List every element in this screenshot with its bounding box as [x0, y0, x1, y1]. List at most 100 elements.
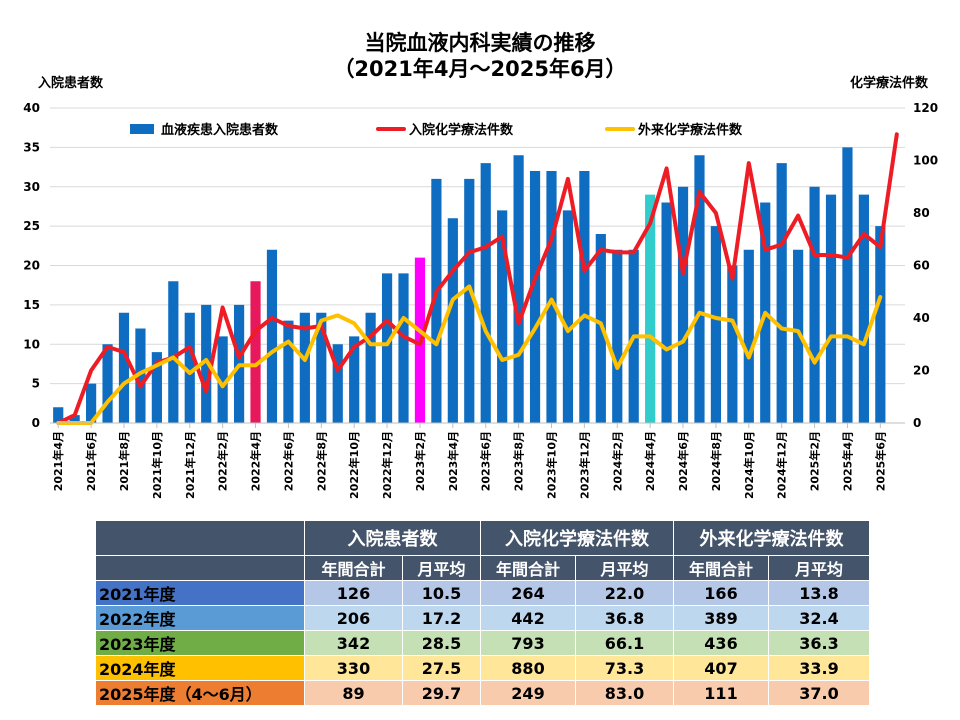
- bar: [776, 163, 787, 423]
- summary-subheader: 年間合計: [480, 555, 576, 581]
- summary-group-header: 入院患者数: [304, 520, 481, 556]
- summary-corner: [95, 520, 305, 556]
- bar: [283, 320, 294, 423]
- summary-subheader: 月平均: [575, 555, 674, 581]
- outpatient-chemo-line: [56, 284, 883, 425]
- x-tick-label: 2022年4月: [249, 431, 263, 491]
- summary-cell: 111: [673, 680, 769, 706]
- x-tick-label: 2022年2月: [216, 431, 230, 491]
- summary-row: 2025年度（4～6月） 89 29.7 249 83.0 111 37.0: [95, 680, 870, 706]
- bar: [447, 218, 458, 423]
- summary-cell: 264: [480, 580, 576, 606]
- y-left-tick-label: 0: [32, 416, 40, 430]
- bar: [118, 312, 130, 423]
- x-tick-label: 2024年4月: [643, 431, 657, 491]
- bar: [825, 194, 837, 423]
- bar: [332, 344, 343, 423]
- bar: [381, 273, 393, 423]
- summary-cell: 389: [673, 605, 769, 631]
- summary-row: 2022年度 206 17.2 442 36.8 389 32.4: [95, 605, 870, 631]
- bar: [743, 249, 754, 423]
- summary-subheader: 月平均: [402, 555, 481, 581]
- y-axis-right-label: 化学療法件数: [849, 76, 928, 91]
- inpatient-chemo-line: [56, 132, 899, 425]
- summary-cell: 29.7: [402, 680, 481, 706]
- x-tick-label: 2022年8月: [314, 431, 328, 491]
- x-tick-label: 2021年12月: [183, 431, 197, 499]
- legend: 血液疾患入院患者数 入院化学療法件数 外来化学療法件数: [130, 122, 743, 138]
- x-tick-label: 2021年4月: [51, 431, 65, 491]
- summary-cell: 73.3: [575, 655, 674, 681]
- summary-cell: 342: [304, 630, 403, 656]
- bar: [316, 312, 327, 423]
- bar: [529, 171, 541, 423]
- summary-cell: 33.9: [768, 655, 870, 681]
- summary-cell: 66.1: [575, 630, 674, 656]
- bar: [612, 249, 623, 423]
- bar: [168, 281, 179, 423]
- y-left-tick-label: 10: [23, 337, 40, 351]
- bar: [69, 415, 80, 423]
- x-tick-label: 2024年10月: [742, 431, 756, 499]
- bar: [102, 344, 113, 423]
- bar: [677, 186, 689, 423]
- summary-cell: 126: [304, 580, 403, 606]
- summary-cell: 330: [304, 655, 403, 681]
- bar: [645, 194, 656, 423]
- chart-title-line1: 当院血液内科実績の推移: [364, 31, 596, 55]
- y-right-tick-label: 80: [913, 206, 930, 220]
- bar: [562, 210, 574, 423]
- bar: [875, 226, 886, 423]
- x-tick-label: 2021年6月: [84, 431, 98, 491]
- summary-cell: 442: [480, 605, 576, 631]
- summary-body: 2021年度 126 10.5 264 22.0 166 13.8 2022年度 206 17.2…: [95, 580, 870, 706]
- summary-row-label: 2021年度: [95, 580, 305, 606]
- y-left-tick-label: 30: [23, 180, 40, 194]
- bar: [201, 304, 212, 423]
- x-tick-label: 2025年4月: [841, 431, 855, 491]
- summary-cell: 407: [673, 655, 769, 681]
- axes: 0 5 10 15 20 25 30 35 40 0 20 40 60 80 100 120 2021年4月 20…: [23, 101, 938, 499]
- summary-row-label: 2024年度: [95, 655, 305, 681]
- bar: [217, 336, 228, 423]
- x-tick-label: 2023年8月: [512, 431, 526, 491]
- bar: [365, 312, 376, 423]
- y-left-tick-label: 35: [23, 140, 40, 154]
- summary-cell: 436: [673, 630, 769, 656]
- y-left-tick-label: 40: [23, 101, 40, 115]
- summary-cell: 880: [480, 655, 576, 681]
- summary-row: 2021年度 126 10.5 264 22.0 166 13.8: [95, 580, 870, 606]
- summary-cell: 36.8: [575, 605, 674, 631]
- bar: [135, 328, 146, 423]
- bar: [793, 249, 804, 423]
- bar: [842, 147, 853, 423]
- bar: [694, 155, 705, 423]
- y-left-tick-label: 20: [23, 259, 40, 273]
- summary-row-label: 2023年度: [95, 630, 305, 656]
- y-left-tick-label: 25: [23, 219, 40, 233]
- x-tick-label: 2022年12月: [380, 431, 394, 499]
- y-right-tick-label: 100: [913, 154, 938, 168]
- chart-title-line2: （2021年4月～2025年6月）: [333, 57, 627, 81]
- y-right-tick-label: 20: [913, 364, 930, 378]
- x-tick-label: 2023年10月: [545, 431, 559, 499]
- summary-cell: 206: [304, 605, 403, 631]
- x-tick-label: 2023年6月: [479, 431, 493, 491]
- bar: [398, 273, 409, 423]
- x-tick-label: 2023年2月: [413, 431, 427, 491]
- legend-swatch: [130, 124, 154, 134]
- summary-cell: 166: [673, 580, 769, 606]
- bar: [579, 171, 590, 423]
- bar: [497, 210, 508, 423]
- summary-table: 入院患者数 入院化学療法件数 外来化学療法件数 年間合計 月平均 年間合計 月平…: [95, 520, 870, 706]
- summary-cell: 10.5: [402, 580, 481, 606]
- bar: [184, 312, 195, 423]
- bar: [710, 226, 722, 423]
- summary-cell: 27.5: [402, 655, 481, 681]
- x-tick-label: 2021年8月: [117, 431, 131, 491]
- summary-row-label: 2022年度: [95, 605, 305, 631]
- x-tick-label: 2024年8月: [709, 431, 723, 491]
- summary-cell: 28.5: [402, 630, 481, 656]
- y-right-tick-label: 40: [913, 311, 930, 325]
- summary-cell: 83.0: [575, 680, 674, 706]
